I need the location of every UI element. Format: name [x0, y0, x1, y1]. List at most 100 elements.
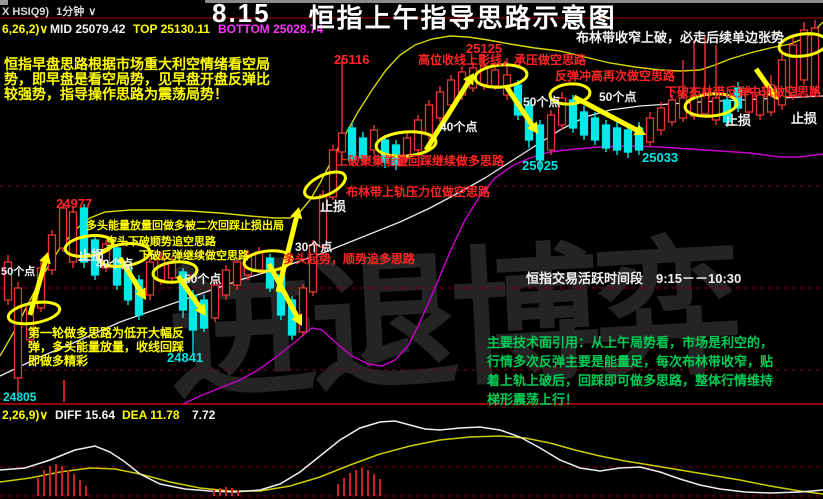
candle-body [623, 129, 633, 153]
highlight-ellipse [683, 92, 739, 118]
chart-annotation: 止损 [320, 199, 347, 214]
chart-annotation: 恒指早盘思路根据市场重大利空情绪看空局 势，即早盘是看空局势，见早盘开盘反弹比 … [4, 56, 270, 102]
chart-annotation: 下破反弹继续做空思路 [139, 250, 249, 262]
macd-params[interactable]: 2,26,9)∨ [2, 408, 49, 422]
dea-line [0, 435, 823, 495]
candle-body [612, 127, 622, 151]
candle-body [402, 137, 412, 159]
candle-body [435, 91, 445, 119]
highlight-ellipse [374, 130, 438, 158]
chevron-down-icon[interactable]: ∨ [88, 6, 97, 18]
chart-annotation: 50个点 [184, 272, 222, 286]
trend-arrow [423, 81, 471, 152]
chart-annotation: 反弹冲高再次做空思路 [555, 69, 676, 83]
candle-body [13, 287, 23, 379]
candle-body [358, 137, 368, 159]
candle-body [766, 84, 776, 113]
candle-body [568, 99, 578, 129]
candle-body [579, 111, 589, 136]
chart-annotation: 恒指交易活跃时间段 9:15－－10:30 [526, 271, 742, 286]
title-date: 8.15 [212, 0, 271, 28]
timeframe-selector[interactable]: 1分钟 [56, 6, 85, 18]
highlight-ellipse [151, 260, 199, 284]
chart-annotation: 50个点 [1, 266, 36, 278]
chart-annotation: 空头下破顺势追空思路 [106, 236, 216, 248]
chart-annotation: 止损 [725, 113, 752, 128]
trend-arrow [175, 274, 202, 309]
instrument-bar: X HSIQ9) 1分钟 ∨ [2, 3, 100, 19]
price-label: 25116 [334, 52, 370, 67]
trend-arrow [503, 84, 534, 127]
highlight-ellipse [548, 82, 592, 106]
title-text: 恒指上午指导思路示意图 [308, 3, 617, 33]
candle-body [446, 79, 456, 106]
trend-arrow-head [766, 87, 778, 100]
chart-annotation: 30个点 [295, 240, 333, 254]
trend-arrow [572, 94, 638, 133]
candle-body [58, 207, 68, 249]
chart-annotation: 下破布林带反弹中轨做空思路 [665, 85, 822, 99]
diff-line [0, 420, 823, 494]
macd-value: 7.72 [192, 408, 216, 422]
macd-dea-value: DEA 11.78 [122, 408, 180, 422]
chart-annotation: 多头能量放量回做多被二次回踩止损出局 [86, 220, 284, 232]
highlight-ellipse [63, 234, 115, 258]
candle-body [645, 117, 655, 143]
candle-body [810, 27, 820, 91]
candle-body [557, 97, 567, 126]
trend-arrow-head [463, 73, 474, 86]
candle-body [777, 59, 787, 106]
candle-body [68, 211, 78, 263]
price-label: 24805 [3, 390, 37, 404]
chart-annotation: 止损 [78, 248, 105, 263]
highlight-ellipse [242, 249, 294, 273]
candle-body [601, 124, 611, 149]
chart-annotation: 上破聚集能量回踩继续做多思路 [336, 154, 505, 168]
candle-body [711, 97, 721, 121]
chart-annotation: 50个点 [599, 90, 637, 104]
top-band-line [0, 21, 823, 357]
trend-arrow [275, 217, 299, 293]
candle-body [590, 117, 600, 141]
candle-body [337, 132, 347, 153]
chevron-down-icon[interactable]: ∨ [39, 22, 49, 36]
trend-arrow-head [290, 207, 303, 220]
chart-annotation: 40个点 [440, 120, 478, 134]
chart-annotation: 主要技术面引用：从上午局势看，市场是利空的， 行情多次反弹主要是能量足，每次布林… [487, 335, 774, 407]
chart-annotation: 高位收线上影线，承压做空思路 [418, 53, 587, 67]
price-label: 25025 [522, 158, 559, 173]
price-label: 25033 [642, 150, 679, 165]
highlight-ellipse [303, 170, 347, 200]
trend-arrow-head [194, 303, 206, 316]
candle-body [667, 99, 677, 123]
chart-annotation: 布林带收窄上破，必走后续单边张势 [576, 30, 785, 45]
trend-arrow [266, 262, 300, 318]
trend-arrow-head [633, 124, 646, 136]
trend-arrow [27, 261, 48, 316]
chevron-down-icon[interactable]: ∨ [39, 408, 49, 422]
candle-body [744, 91, 754, 113]
bottom-band-line [182, 145, 823, 405]
candle-body [755, 94, 765, 116]
trend-arrow-head [39, 252, 51, 265]
chart-annotation: 多头起势，顺势追多思路 [283, 252, 416, 266]
trend-arrow-head [291, 313, 303, 326]
candle-body [546, 114, 556, 151]
candle-body [308, 244, 318, 293]
candle-body [3, 261, 13, 301]
window-edge-corner [0, 0, 8, 5]
highlight-ellipse [777, 32, 823, 58]
chart-annotation: 布林带上轨压力位做空思路 [346, 185, 491, 199]
chart-annotation: 止损 [791, 111, 818, 126]
boll-params[interactable]: 6,26,2)∨ [2, 22, 49, 36]
candle-body [413, 119, 423, 151]
chart-annotation: 40个点 [96, 257, 134, 271]
highlight-ellipse [473, 63, 529, 89]
boll-top-value: TOP 25130.11 [133, 22, 210, 36]
chart-annotation: 50个点 [523, 95, 561, 109]
price-label: 25125 [466, 41, 503, 56]
candle-body [369, 129, 379, 151]
